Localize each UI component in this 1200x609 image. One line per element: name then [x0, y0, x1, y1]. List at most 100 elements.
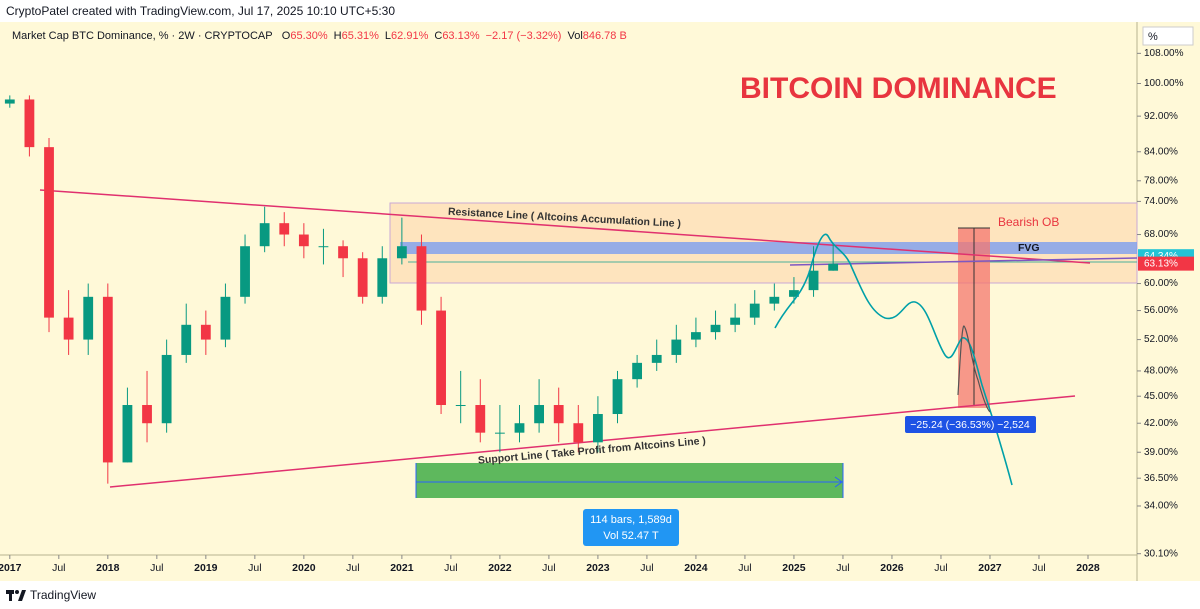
- y-tick-label: 34.00%: [1144, 501, 1178, 512]
- candle-body: [475, 405, 486, 433]
- candle-body: [122, 405, 133, 463]
- price-label: 63.13%: [1144, 258, 1178, 269]
- range-arrow-head: [834, 476, 843, 488]
- candle-body: [279, 223, 290, 235]
- x-tick-label: Jul: [52, 562, 65, 574]
- legend-value: −2.17 (−3.32%): [485, 30, 562, 42]
- x-tick-label: 2019: [194, 562, 218, 574]
- annotation: −25.24 (−36.53%) −2,524: [910, 419, 1030, 431]
- legend-value: 846.78 B: [582, 30, 627, 42]
- legend-value: 63.13%: [442, 30, 480, 42]
- y-tick-label: 36.50%: [1144, 473, 1178, 484]
- candle-body: [396, 246, 407, 259]
- candle-body: [377, 258, 388, 297]
- x-tick-label: Jul: [934, 562, 947, 574]
- x-tick-label: 2018: [96, 562, 120, 574]
- candle-body: [828, 263, 839, 271]
- y-tick-label: 56.00%: [1144, 305, 1178, 316]
- legend: Market Cap BTC Dominance, % · 2W · CRYPT…: [12, 30, 633, 42]
- candles: [4, 95, 839, 484]
- y-tick-label: 48.00%: [1144, 366, 1178, 377]
- candle-body: [220, 296, 231, 340]
- x-tick-label: 2017: [0, 562, 22, 574]
- y-tick-label: 84.00%: [1144, 146, 1178, 157]
- candle-body: [455, 405, 466, 407]
- y-tick-label: 52.00%: [1144, 334, 1178, 345]
- candle-body: [318, 246, 329, 248]
- candle-body: [573, 423, 584, 443]
- header: CryptoPatel created with TradingView.com…: [0, 0, 1200, 22]
- brand: TradingView: [30, 588, 97, 602]
- legend-value: 65.30%: [290, 30, 328, 42]
- candle-body: [161, 354, 172, 424]
- chart-title: BITCOIN DOMINANCE: [740, 72, 1057, 105]
- candle-body: [651, 354, 662, 363]
- resistance-line: [39, 189, 1091, 264]
- x-tick-label: Jul: [640, 562, 653, 574]
- candle-body: [769, 296, 780, 304]
- candle-body: [102, 296, 113, 463]
- projection: [774, 233, 1013, 486]
- x-tick-label: 2022: [488, 562, 512, 574]
- time-axis-background: [0, 555, 1137, 581]
- candle-body: [142, 405, 152, 424]
- x-tick-label: 2021: [390, 562, 414, 574]
- candle-body: [240, 246, 250, 297]
- candle-body: [181, 324, 192, 355]
- legend-fields: O65.30% H65.31% L62.91% C63.13% −2.17 (−3.32…: [282, 30, 633, 42]
- x-tick-label: 2020: [292, 562, 316, 574]
- candle-body: [338, 246, 348, 259]
- candle-body: [553, 405, 564, 424]
- trend-line: [789, 257, 1138, 266]
- legend-key: H: [333, 30, 342, 42]
- x-tick-label: Jul: [248, 562, 261, 574]
- legend-key: L: [384, 30, 392, 42]
- candle-body: [83, 296, 94, 340]
- legend-key: O: [281, 30, 291, 42]
- candle-body: [44, 147, 54, 318]
- legend-value: 65.31%: [341, 30, 379, 42]
- candle-body: [691, 332, 701, 340]
- legend-key: Vol: [567, 30, 583, 42]
- candle-body: [593, 414, 603, 443]
- annotation: FVG: [1018, 242, 1040, 254]
- unit-box: [1142, 26, 1194, 46]
- y-tick-label: 45.00%: [1144, 391, 1178, 402]
- candle-body: [730, 317, 741, 325]
- y-tick-label: 39.00%: [1144, 447, 1178, 458]
- x-tick-label: Jul: [836, 562, 849, 574]
- candle-body: [298, 234, 309, 247]
- legend-value: 62.91%: [391, 30, 429, 42]
- x-tick-label: 2028: [1076, 562, 1100, 574]
- y-tick-label: 100.00%: [1144, 78, 1184, 89]
- x-tick-label: Jul: [738, 562, 751, 574]
- symbol: Market Cap BTC Dominance, % · 2W · CRYPT…: [12, 30, 273, 42]
- legend-key: C: [434, 30, 443, 42]
- price-label: 64.34%: [1144, 251, 1178, 262]
- annotation: Vol 52.47 T: [603, 530, 659, 542]
- y-tick-label: 42.00%: [1144, 418, 1178, 429]
- candle-body: [710, 324, 721, 333]
- candle-body: [632, 362, 643, 380]
- candle-body: [534, 405, 544, 424]
- fvg-zone: [400, 242, 1137, 254]
- footer: TradingView: [0, 581, 1200, 609]
- candle-body: [789, 290, 799, 297]
- projection-path: [774, 233, 1013, 486]
- candle-body: [200, 324, 211, 340]
- candle-body: [416, 246, 427, 311]
- y-tick-label: 78.00%: [1144, 175, 1178, 186]
- candle-body: [808, 270, 819, 291]
- candle-body: [671, 339, 682, 355]
- support-line: [109, 395, 1076, 488]
- annotation: Bearish OB: [998, 215, 1059, 229]
- range-zone: [416, 463, 843, 498]
- candle-body: [4, 99, 15, 104]
- candle-body: [494, 432, 505, 434]
- annotation: 114 bars, 1,589d: [590, 514, 672, 526]
- y-tick-label: 30.10%: [1144, 548, 1178, 559]
- x-tick-label: Jul: [444, 562, 457, 574]
- x-tick-label: Jul: [150, 562, 163, 574]
- range-box: [583, 509, 679, 546]
